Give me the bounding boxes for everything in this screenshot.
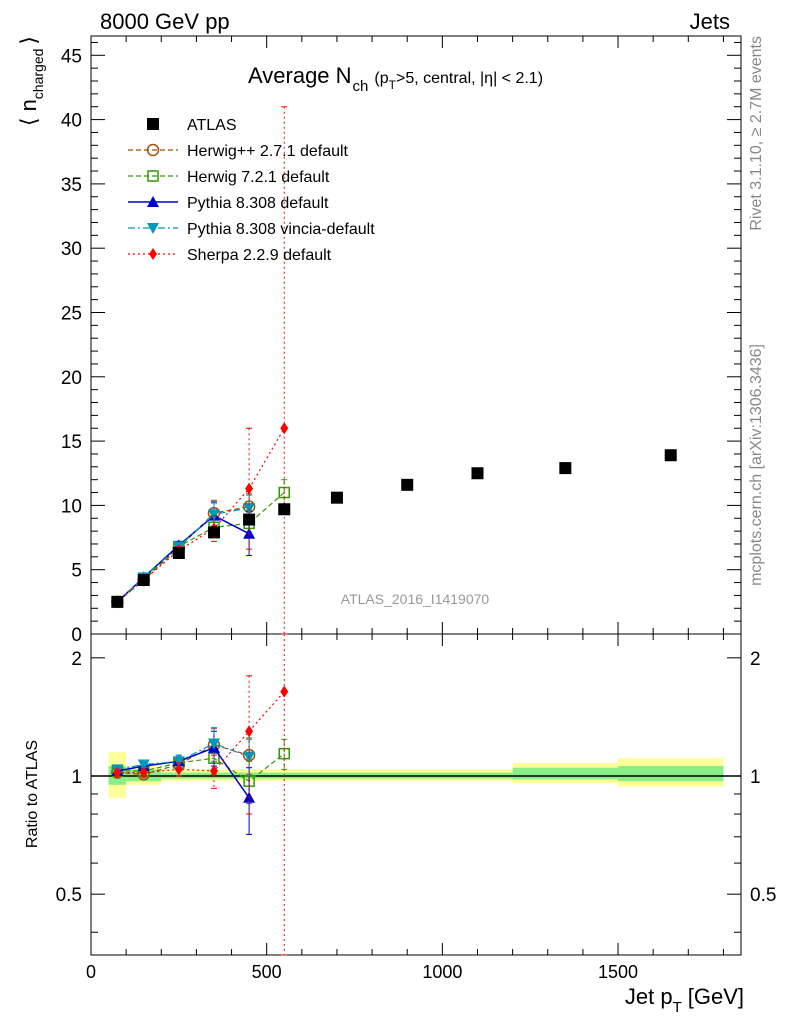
xlabel-unit: [GeV] [688, 984, 744, 1009]
title-sub: ch [353, 78, 369, 95]
main-plot-area: 0 5 10 15 20 25 30 35 40 45 [61, 35, 742, 646]
main-y-tick-label: 35 [61, 175, 82, 196]
band-inner-3 [512, 767, 619, 780]
header-right: Jets [690, 9, 730, 34]
atlas-data-point [559, 462, 572, 475]
ratio-point-sherpa-2-2-9-default [245, 725, 254, 738]
x-tick-label: 500 [252, 962, 282, 982]
ratio-point-sherpa-2-2-9-default [280, 685, 289, 698]
main-line-sherpa-2-2-9-default [116, 427, 285, 603]
main-y-tick-label: 15 [61, 432, 82, 453]
legend-label-herwig-2-7-1-default: Herwig++ 2.7.1 default [187, 143, 349, 160]
ratio-y-tick-label-right: 0.5 [750, 885, 776, 906]
main-y-tick-label: 40 [61, 111, 82, 132]
main-y-tick-label: 0 [71, 625, 82, 646]
ratio-point-herwig-7-2-1-default [278, 747, 290, 760]
main-title: Average Nch (pT>5, central, |η| < 2.1) [248, 63, 543, 95]
title-rest2: >5, central, |η| < 2.1) [396, 70, 543, 87]
ylabel-close: ⟩ [16, 36, 41, 45]
x-axis-label: Jet pT [GeV] [625, 984, 744, 1016]
ratio-point-sherpa-2-2-9-default [113, 766, 122, 779]
main-y-tick-label: 5 [71, 561, 82, 582]
main-point-sherpa-2-2-9-default [280, 422, 289, 435]
xlabel-main: Jet p [625, 984, 673, 1009]
atlas-data-point [172, 546, 185, 559]
main-y-tick-label: 25 [61, 303, 82, 324]
legend-label-atlas: ATLAS [187, 117, 237, 134]
header-left: 8000 GeV pp [100, 9, 230, 34]
legend-marker-atlas [147, 118, 159, 130]
title-rest1: (p [374, 70, 388, 87]
x-tick-label: 1500 [598, 962, 638, 982]
legend-marker-herwig-7-2-1-default [147, 170, 159, 182]
ratio-y-tick-label-left: 2 [71, 649, 82, 670]
ratio-line-sherpa-2-2-9-default [117, 691, 285, 774]
ratio-point-sherpa-2-2-9-default [139, 766, 148, 779]
atlas-data-point [330, 491, 343, 504]
legend-marker-herwig-2-7-1-default [146, 143, 160, 157]
atlas-data-point [111, 595, 124, 608]
title-sub2: T [389, 78, 397, 92]
xlabel-sub: T [673, 999, 682, 1016]
main-point-pythia-8-308-vincia-default [207, 509, 220, 521]
ratio-y-tick-label-right: 1 [750, 767, 761, 788]
atlas-data-point [137, 573, 150, 586]
legend-marker-pythia-8-308-default [147, 196, 159, 207]
legend: ATLAS Herwig++ 2.7.1 default Herwig 7.2.1 … [128, 117, 375, 264]
legend-label-pythia-8-308-vincia-default: Pythia 8.308 vincia-default [187, 221, 375, 238]
ratio-point-pythia-8-308-vincia-default [172, 756, 185, 768]
main-y-tick-label: 10 [61, 496, 82, 517]
atlas-data-point [243, 513, 256, 526]
ratio-point-pythia-8-308-vincia-default [207, 738, 220, 750]
main-point-sherpa-2-2-9-default [245, 482, 254, 495]
atlas-data-point [664, 449, 677, 462]
ylabel-main: ⟨ n [16, 99, 41, 126]
main-y-tick-label: 30 [61, 239, 82, 260]
x-tick-label: 0 [86, 962, 96, 982]
ratio-line-herwig-7-2-1-default [117, 753, 285, 782]
title-main: Average N [248, 63, 352, 88]
ratio-y-tick-label-right: 2 [750, 649, 761, 670]
ratio-y-tick-label-left: 0.5 [56, 885, 82, 906]
legend-label-pythia-8-308-default: Pythia 8.308 default [187, 195, 329, 212]
ratio-point-pythia-8-308-vincia-default [137, 759, 150, 771]
ratio-line-herwig-2-7-1-default [117, 744, 250, 775]
atlas-data-point [207, 526, 220, 539]
legend-label-sherpa-2-2-9-default: Sherpa 2.2.9 default [187, 247, 332, 264]
ratio-ylabel: Ratio to ATLAS [24, 740, 41, 848]
atlas-data-point [401, 478, 414, 491]
ylabel-sub: charged [30, 49, 46, 100]
legend-marker-sherpa-2-2-9-default [149, 248, 157, 260]
main-ylabel: ⟨ ncharged ⟩ [16, 36, 46, 126]
legend-label-herwig-7-2-1-default: Herwig 7.2.1 default [187, 169, 330, 186]
ratio-frame [90, 633, 742, 956]
atlas-data-point [278, 503, 291, 516]
main-y-tick-label: 45 [61, 46, 82, 67]
analysis-tag: ATLAS_2016_I1419070 [341, 591, 490, 607]
band-inner-4 [618, 766, 724, 782]
x-tick-label: 1000 [422, 962, 462, 982]
atlas-data-point [471, 467, 484, 480]
ratio-y-tick-label-left: 1 [71, 767, 82, 788]
ratio-point-sherpa-2-2-9-default [174, 763, 183, 776]
main-point-pythia-8-308-default [243, 527, 256, 539]
side-label-top: Rivet 3.1.10, ≥ 2.7M events [748, 36, 765, 231]
side-label-bottom: mcplots.cern.ch [arXiv:1306.3436] [748, 344, 765, 586]
legend-marker-pythia-8-308-vincia-default [147, 223, 159, 234]
main-y-tick-label: 20 [61, 368, 82, 389]
ratio-point-sherpa-2-2-9-default [209, 764, 218, 777]
ratio-plot-area: 0 500 1000 1500 0.5 0.5 1 1 2 2 [56, 633, 776, 982]
